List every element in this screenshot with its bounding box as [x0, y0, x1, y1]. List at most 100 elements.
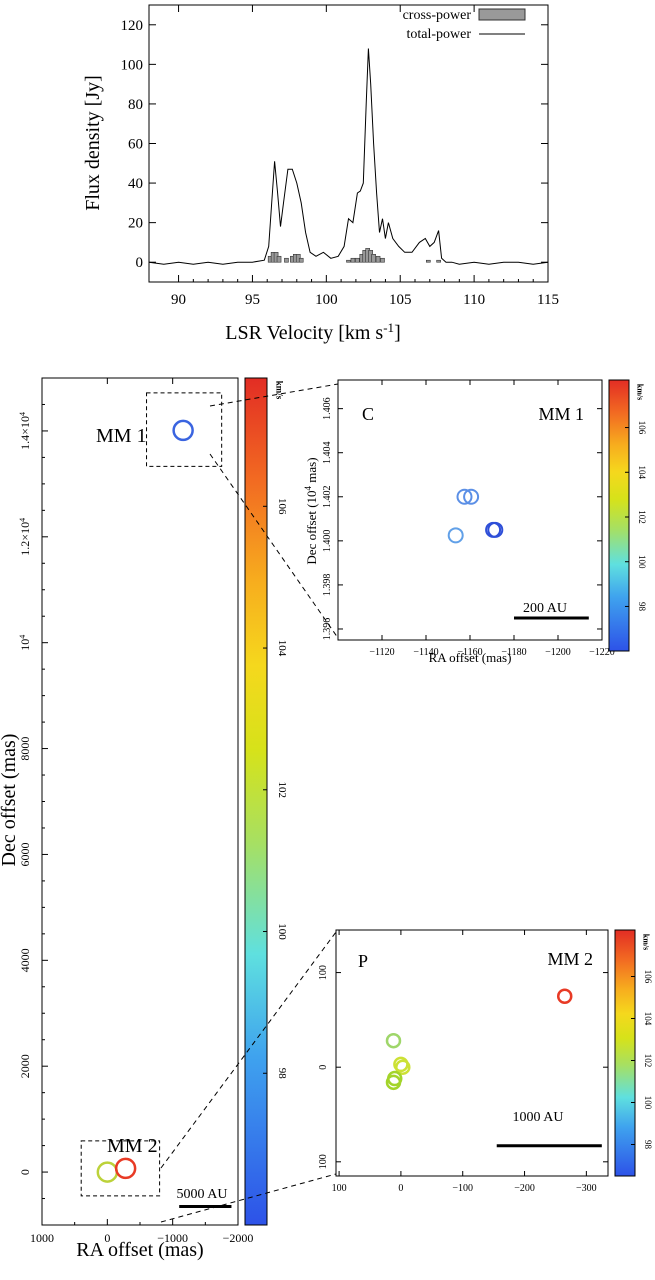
spectrum-y-tick-label: 20: [128, 216, 143, 232]
inset-c-y-axis-title: Dec offset (104 mas): [303, 457, 319, 564]
inset-p-colorbar-tick-label: 100: [643, 1096, 653, 1110]
map-y-axis-title: Dec offset (mas): [0, 734, 20, 867]
inset-p-panel-label: P: [358, 951, 368, 971]
inset-c-y-tick-label: 1.406: [322, 397, 333, 420]
map-maser-spot: [114, 1157, 137, 1180]
cross-power-bar: [350, 257, 356, 263]
inset-p-plot-frame: [335, 929, 609, 1177]
cross-power-bar: [375, 255, 381, 263]
inset-c-colorbar-tick-label: 104: [637, 466, 647, 480]
cross-power-bar: [436, 259, 441, 263]
map-scale-bar-label: 5000 AU: [177, 1187, 228, 1202]
map-y-tick-label: 0: [18, 1169, 32, 1175]
map-zoom-box-1: [146, 392, 223, 467]
inset-p-colorbar-tick-label: 102: [643, 1054, 653, 1068]
spectrum-x-tick-label: 105: [389, 292, 412, 308]
map-x-tick-label: 1000: [30, 1231, 54, 1245]
inset-c-x-tick-label: −1140: [413, 647, 438, 658]
cross-power-bar: [380, 257, 385, 263]
connector-mm2-top: [160, 931, 337, 1169]
spectrum-y-tick-label: 40: [128, 176, 143, 192]
inset-c-colorbar: [608, 379, 630, 652]
cross-power-bar: [276, 255, 282, 263]
map-zoom-box-2: [80, 1140, 161, 1197]
inset-c-colorbar-tick-label: 98: [637, 602, 647, 612]
cross-power-bar: [346, 259, 351, 263]
inset-c-x-tick-label: −1220: [589, 647, 615, 658]
spectrum-x-tick-label: 90: [171, 292, 186, 308]
inset-c-maser-spot: [456, 488, 473, 505]
map-colorbar-unit: km/s: [274, 381, 284, 400]
inset-p-colorbar-tick-label: 106: [643, 970, 653, 984]
spectrum-y-tick-label: 80: [128, 97, 143, 113]
connector-mm2-bottom: [160, 1173, 337, 1223]
spectrum-x-tick-label: 110: [463, 292, 485, 308]
inset-p-colorbar-tick-label: 104: [643, 1012, 653, 1026]
spectrum-y-tick-label: 100: [121, 57, 144, 73]
inset-c-scale-bar-label: 200 AU: [523, 601, 567, 616]
inset-p-y-tick-label: 100: [318, 1154, 329, 1169]
inset-c-maser-spot: [487, 521, 504, 538]
spectrum-x-tick-label: 100: [315, 292, 338, 308]
map-colorbar-tick-label: 106: [276, 498, 288, 515]
inset-c-colorbar-unit: km/s: [636, 384, 645, 400]
map-maser-spot: [172, 419, 194, 442]
spectrum-y-tick-label: 0: [136, 255, 144, 271]
inset-c-y-tick-label: 1.404: [322, 441, 333, 464]
inset-p-colorbar-unit: km/s: [642, 934, 651, 950]
inset-c-colorbar-tick-label: 106: [637, 421, 647, 435]
map-y-tick-label: 4000: [18, 948, 32, 972]
map-x-tick-label: −1000: [157, 1231, 188, 1245]
inset-p-maser-spot: [385, 1074, 402, 1091]
map-y-tick-label: 104: [18, 635, 33, 651]
map-region-label-mm2: MM 2: [107, 1135, 158, 1157]
spectrum-x-tick-label: 115: [537, 292, 559, 308]
map-y-tick-label: 8000: [18, 737, 32, 761]
inset-c-y-tick-label: 1.402: [322, 486, 333, 509]
inset-p-maser-spot: [556, 988, 573, 1004]
inset-c-maser-spot: [447, 527, 464, 544]
legend-cross-power-label: cross-power: [403, 8, 472, 23]
map-x-tick-label: 0: [104, 1231, 110, 1245]
inset-c-y-tick-label: 1.396: [322, 618, 333, 641]
map-y-tick-label: 6000: [18, 842, 32, 866]
map-y-tick-label: 2000: [18, 1054, 32, 1078]
spectrum-chart: 90 95 100 105 110 115 0 20 40 60 80 100 120 LSR Veloc…: [82, 4, 559, 344]
inset-c-y-tick-label: 1.400: [322, 530, 333, 553]
inset-c-region-label: MM 1: [538, 404, 584, 424]
inset-mm1-chart: −1120 −1140 −1160 −1180 −1200 −1220 1.396 1.398…: [303, 379, 647, 665]
connector-mm1-bottom: [209, 453, 339, 639]
inset-p-colorbar: [614, 929, 636, 1177]
map-colorbar-tick-label: 100: [276, 923, 288, 940]
inset-p-maser-spot: [395, 1059, 411, 1075]
connector-mm1-top: [209, 383, 339, 407]
inset-p-x-tick-label: 0: [398, 1183, 403, 1194]
map-x-tick-label: −2000: [223, 1231, 254, 1245]
cross-power-bar: [298, 257, 304, 263]
inset-c-maser-spot: [463, 488, 480, 505]
inset-c-colorbar-tick-label: 102: [637, 510, 647, 524]
spectrum-y-tick-label: 120: [121, 18, 144, 34]
map-y-tick-label: 1.2×104: [18, 518, 33, 556]
inset-p-region-label: MM 2: [547, 949, 593, 969]
inset-p-colorbar-tick-label: 98: [643, 1140, 653, 1150]
inset-c-panel-label: C: [362, 404, 374, 424]
map-plot-frame: [41, 377, 239, 1226]
cross-power-bar: [425, 259, 431, 263]
cross-power-bar: [355, 257, 360, 263]
inset-c-x-tick-label: −1180: [501, 647, 526, 658]
inset-c-colorbar-tick-label: 100: [637, 555, 647, 569]
cross-power-bar: [371, 254, 376, 263]
spectrum-x-tick-label: 95: [245, 292, 260, 308]
inset-c-x-axis-title: RA offset (mas): [429, 650, 512, 665]
inset-c-x-tick-label: −1120: [369, 647, 394, 658]
inset-p-y-tick-label: 0: [318, 1065, 329, 1070]
legend-cross-power-swatch: [478, 8, 526, 21]
inset-p-y-tick-label: 100: [318, 965, 329, 980]
inset-p-maser-spot: [385, 1032, 402, 1049]
zoom-connector-lines: [160, 383, 339, 1223]
inset-c-x-tick-label: −1160: [457, 647, 482, 658]
map-y-tick-label: 1.4×104: [18, 412, 33, 450]
spectrum-y-axis-title: Flux density [Jy]: [82, 75, 104, 211]
